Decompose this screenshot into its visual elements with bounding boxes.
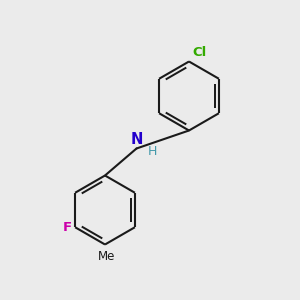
Text: N: N xyxy=(130,132,143,147)
Text: F: F xyxy=(62,221,71,234)
Text: Me: Me xyxy=(98,250,115,263)
Text: H: H xyxy=(148,145,157,158)
Text: Cl: Cl xyxy=(193,46,207,59)
